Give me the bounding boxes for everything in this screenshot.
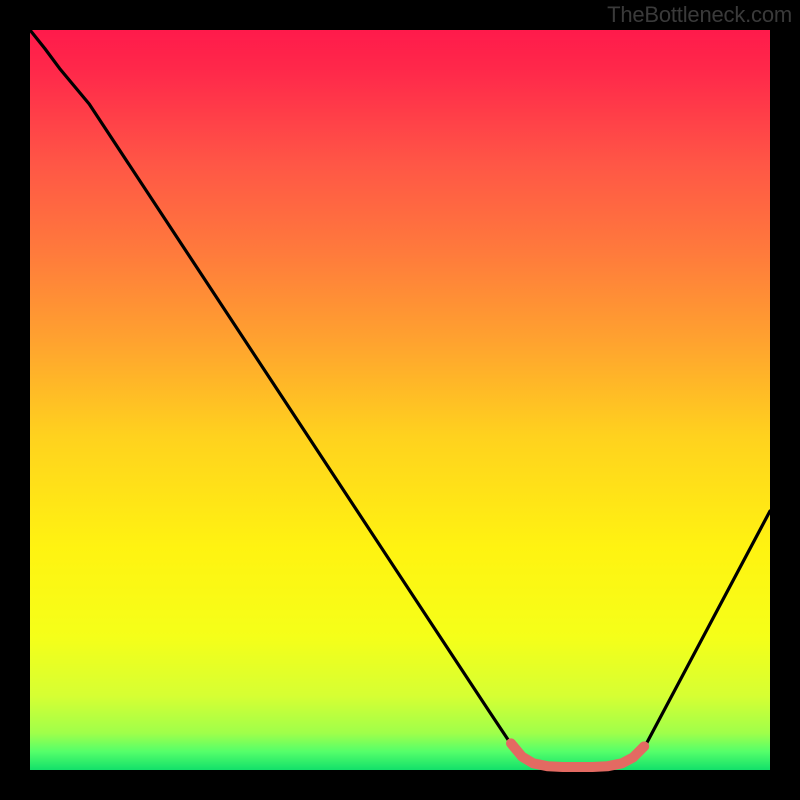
plot-background <box>30 30 770 770</box>
bottleneck-chart <box>0 0 800 800</box>
watermark-text: TheBottleneck.com <box>607 2 792 28</box>
